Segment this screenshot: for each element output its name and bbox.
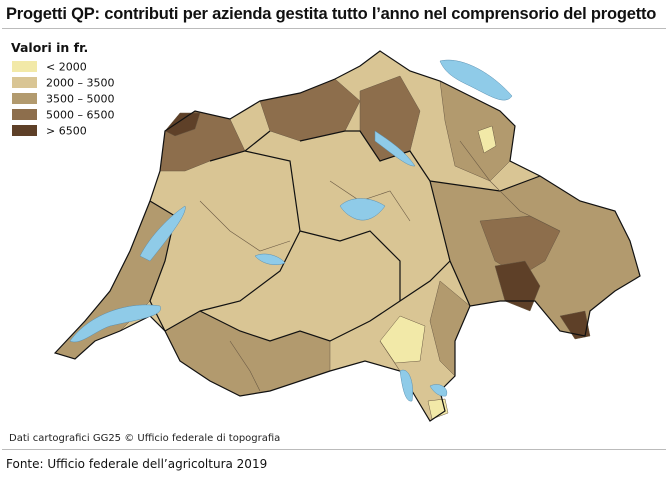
lake xyxy=(69,304,161,343)
legend-title: Valori in fr. xyxy=(11,40,88,55)
region-border xyxy=(229,340,261,392)
legend-label: 2000 – 3500 xyxy=(46,77,114,90)
region-border xyxy=(329,180,411,222)
map: Valori in fr. < 2000 2000 – 3500 3500 – 50… xyxy=(9,40,641,444)
canton-border xyxy=(429,180,471,307)
map-panel: Valori in fr. < 2000 2000 – 3500 3500 – 50… xyxy=(2,28,666,450)
legend-swatch xyxy=(12,93,37,104)
borders xyxy=(53,50,641,422)
lake xyxy=(429,384,448,397)
region-border xyxy=(459,140,561,232)
lake xyxy=(439,59,513,101)
canton-border xyxy=(299,130,431,182)
legend-swatch xyxy=(12,109,37,120)
credit: Dati cartografici GG25 © Ufficio federal… xyxy=(9,433,280,444)
legend-label: 3500 – 5000 xyxy=(46,93,114,106)
lakes xyxy=(69,59,513,402)
region xyxy=(494,260,541,312)
canton-border xyxy=(199,150,301,312)
lake xyxy=(139,205,186,262)
legend-label: > 6500 xyxy=(46,125,87,138)
lake xyxy=(374,130,416,167)
region xyxy=(559,310,591,340)
legend-swatch xyxy=(12,125,37,136)
region xyxy=(477,125,497,154)
source: Fonte: Ufficio federale dell’agricoltura… xyxy=(6,457,268,471)
legend-swatch xyxy=(12,77,37,88)
lake xyxy=(399,369,413,402)
lake xyxy=(339,198,386,221)
regions xyxy=(54,50,641,422)
canton-border xyxy=(164,260,451,342)
region-border xyxy=(199,200,291,252)
legend: Valori in fr. < 2000 2000 – 3500 3500 – 50… xyxy=(11,40,114,138)
country-border xyxy=(53,50,641,422)
canton-border xyxy=(209,130,271,162)
legend-swatch xyxy=(12,61,37,72)
lake xyxy=(254,253,286,265)
legend-label: < 2000 xyxy=(46,61,87,74)
map-title: Progetti QP: contributi per azienda gest… xyxy=(6,5,657,23)
region-border xyxy=(379,340,401,372)
legend-label: 5000 – 6500 xyxy=(46,109,114,122)
canton-border xyxy=(299,230,401,301)
region xyxy=(164,112,201,137)
